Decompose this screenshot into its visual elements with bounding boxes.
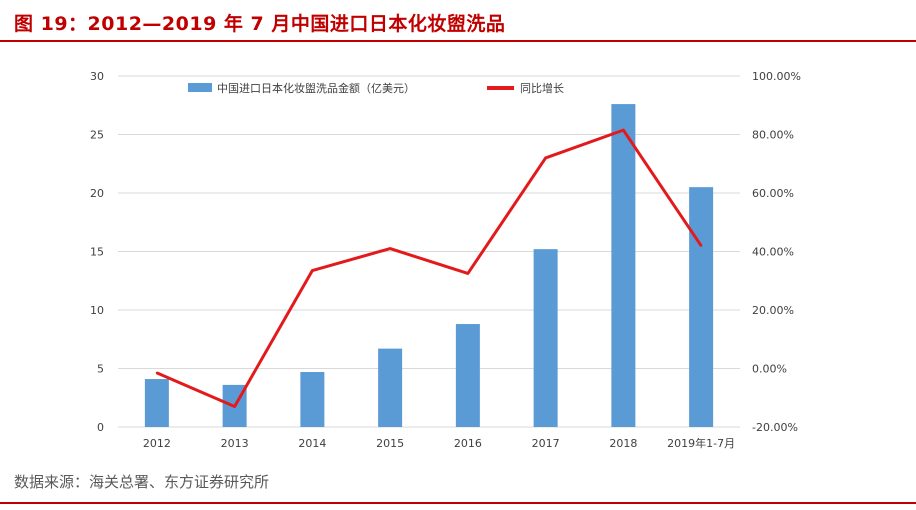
- growth-point-2016: [466, 272, 470, 275]
- bar-2019年1-7月: [689, 187, 714, 427]
- x-tick-label: 2017: [532, 437, 560, 450]
- bar-series: [144, 104, 714, 427]
- x-axis-ticks: 2012 2013 2014 2015 2016 2017 2018 2019年1-7月: [143, 436, 735, 450]
- left-tick-label: 25: [90, 129, 104, 142]
- right-tick-label: 80.00%: [752, 129, 794, 142]
- bar-2017: [533, 249, 558, 427]
- chart-title: 图 19：2012—2019 年 7 月中国进口日本化妆盥洗品: [14, 13, 506, 35]
- right-tick-label: 40.00%: [752, 246, 794, 259]
- legend-bar-swatch: [188, 83, 212, 92]
- x-tick-label: 2016: [454, 437, 482, 450]
- x-tick-label: 2013: [221, 437, 249, 450]
- growth-point-2014: [311, 269, 314, 272]
- gridlines: [118, 75, 740, 428]
- x-tick-label: 2014: [298, 437, 326, 450]
- growth-point-2017: [544, 156, 547, 160]
- right-axis-ticks: -20.00% 0.00% 20.00% 40.00% 60.00% 80.00% 100.…: [752, 70, 801, 434]
- bar-2012: [144, 379, 169, 427]
- growth-point-2013: [233, 405, 236, 408]
- bar-2015: [378, 348, 403, 427]
- bar-2018: [611, 104, 636, 427]
- x-tick-label: 2015: [376, 437, 404, 450]
- x-tick-label: 2012: [143, 437, 171, 450]
- x-tick-label: 2018: [609, 437, 637, 450]
- line-series: [155, 128, 703, 409]
- legend-bar-label: 中国进口日本化妆盥洗品金额（亿美元）: [217, 81, 415, 95]
- growth-line: [156, 128, 703, 409]
- left-tick-label: 15: [90, 246, 104, 259]
- source-note: 数据来源：海关总署、东方证券研究所: [14, 473, 270, 491]
- bar-2014: [300, 372, 325, 427]
- left-tick-label: 10: [90, 304, 104, 317]
- right-tick-label: 100.00%: [752, 70, 801, 83]
- legend-line-label: 同比增长: [520, 81, 564, 95]
- right-tick-label: -20.00%: [752, 421, 798, 434]
- x-tick-label: 2019年1-7月: [667, 436, 735, 450]
- growth-point-2019年1-7月: [699, 244, 703, 247]
- left-tick-label: 0: [97, 421, 104, 434]
- left-tick-label: 30: [90, 70, 104, 83]
- bottom-divider: [0, 502, 916, 504]
- left-axis-ticks: 0 5 10 15 20 25 30: [90, 70, 104, 434]
- right-tick-label: 20.00%: [752, 304, 794, 317]
- right-tick-label: 60.00%: [752, 187, 794, 200]
- legend: 中国进口日本化妆盥洗品金额（亿美元） 同比增长: [188, 81, 564, 95]
- chart-area: 0 5 10 15 20 25 30 -20.00% 0.00% 20.00% 40.00% 60.…: [0, 58, 916, 458]
- bar-2016: [455, 324, 480, 427]
- right-tick-label: 0.00%: [752, 363, 787, 376]
- growth-point-2018: [622, 128, 625, 132]
- growth-point-2015: [388, 247, 392, 250]
- title-bar: 图 19：2012—2019 年 7 月中国进口日本化妆盥洗品: [0, 0, 916, 42]
- left-tick-label: 20: [90, 187, 104, 200]
- left-tick-label: 5: [97, 363, 104, 376]
- growth-point-2012: [155, 371, 159, 375]
- combo-chart: 0 5 10 15 20 25 30 -20.00% 0.00% 20.00% 40.00% 60.…: [90, 70, 801, 450]
